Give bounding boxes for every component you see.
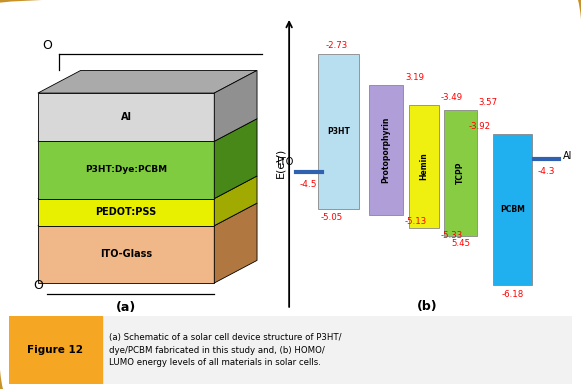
Text: ITO: ITO <box>277 157 293 167</box>
Text: -5.13: -5.13 <box>404 217 426 226</box>
Text: Protoporphyrin: Protoporphyrin <box>382 116 390 183</box>
Text: Hemin: Hemin <box>419 152 429 180</box>
Text: -5.05: -5.05 <box>321 213 343 223</box>
Text: -3.49: -3.49 <box>441 93 463 102</box>
Text: P3HT:Dye:PCBM: P3HT:Dye:PCBM <box>85 165 167 174</box>
Polygon shape <box>38 141 214 198</box>
Polygon shape <box>38 119 257 141</box>
Polygon shape <box>38 70 257 93</box>
Text: Al: Al <box>563 151 573 161</box>
Bar <box>443 110 476 236</box>
Polygon shape <box>214 203 257 283</box>
Bar <box>369 85 403 215</box>
Text: -6.18: -6.18 <box>501 290 523 300</box>
Text: PEDOT:PSS: PEDOT:PSS <box>95 207 157 217</box>
Bar <box>410 105 439 228</box>
Bar <box>318 54 359 209</box>
Text: ITO-Glass: ITO-Glass <box>100 249 152 259</box>
Text: TCPP: TCPP <box>456 162 465 184</box>
Text: P3HT: P3HT <box>327 127 350 136</box>
Polygon shape <box>38 203 257 226</box>
Text: 5.45: 5.45 <box>451 239 471 248</box>
Text: Figure 12: Figure 12 <box>27 345 83 355</box>
Text: PCBM: PCBM <box>500 205 525 214</box>
Text: O: O <box>33 279 43 292</box>
Text: Al: Al <box>121 112 131 122</box>
Text: E(eV): E(eV) <box>275 147 285 177</box>
Polygon shape <box>214 119 257 198</box>
Bar <box>9 316 102 384</box>
Text: 3.19: 3.19 <box>406 73 424 82</box>
Polygon shape <box>214 176 257 226</box>
Polygon shape <box>38 198 214 226</box>
Text: -5.33: -5.33 <box>440 231 462 240</box>
Text: (a): (a) <box>116 301 136 314</box>
Text: (a) Schematic of a solar cell device structure of P3HT/
dye/PCBM fabricated in t: (a) Schematic of a solar cell device str… <box>109 333 342 367</box>
Text: -2.73: -2.73 <box>325 41 347 50</box>
Text: 3.57: 3.57 <box>479 98 498 107</box>
Polygon shape <box>38 226 214 283</box>
Text: (b): (b) <box>417 300 437 313</box>
Text: -4.3: -4.3 <box>537 167 555 176</box>
Polygon shape <box>214 70 257 141</box>
Text: O: O <box>42 39 52 53</box>
Bar <box>493 133 532 285</box>
Text: -4.5: -4.5 <box>300 180 318 189</box>
Polygon shape <box>38 176 257 198</box>
Polygon shape <box>38 93 214 141</box>
Text: -3.92: -3.92 <box>469 122 491 131</box>
